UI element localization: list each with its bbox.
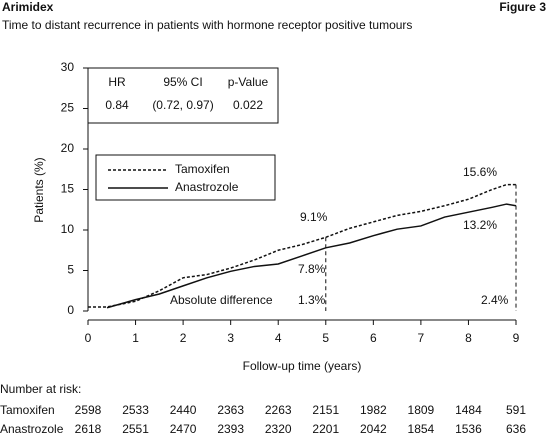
stats-header: p-Value	[228, 75, 269, 89]
y-tick-label: 25	[61, 101, 75, 115]
y-tick-label: 30	[61, 60, 75, 74]
x-tick-label: 1	[132, 331, 139, 345]
risk-value: 1809	[408, 403, 435, 417]
annotation: 2.4%	[481, 293, 509, 307]
risk-title: Number at risk:	[0, 382, 81, 396]
risk-value: 2393	[217, 422, 244, 436]
risk-value: 2363	[217, 403, 244, 417]
x-tick-label: 5	[322, 331, 329, 345]
annotation: Absolute difference	[170, 293, 273, 307]
annotation: 9.1%	[300, 210, 328, 224]
risk-value: 1982	[360, 403, 387, 417]
annotation: 13.2%	[463, 218, 497, 232]
risk-value: 2598	[75, 403, 102, 417]
risk-value: 2533	[122, 403, 149, 417]
y-tick-label: 0	[67, 303, 74, 317]
risk-value: 2201	[312, 422, 339, 436]
y-tick-label: 15	[61, 182, 75, 196]
risk-value: 636	[506, 422, 526, 436]
y-tick-label: 5	[67, 263, 74, 277]
stats-header: 95% CI	[163, 75, 202, 89]
risk-value: 2551	[122, 422, 149, 436]
risk-value: 2618	[75, 422, 102, 436]
risk-value: 2470	[170, 422, 197, 436]
annotation: 15.6%	[463, 165, 497, 179]
x-tick-label: 0	[85, 331, 92, 345]
stats-value: (0.72, 0.97)	[152, 98, 213, 112]
risk-value: 591	[506, 403, 526, 417]
x-tick-label: 7	[418, 331, 425, 345]
risk-value: 2263	[265, 403, 292, 417]
stats-value: 0.022	[233, 98, 263, 112]
header: Arimidex	[2, 0, 54, 14]
x-axis-label: Follow-up time (years)	[243, 359, 362, 373]
series-line	[88, 183, 516, 308]
x-tick-label: 3	[227, 331, 234, 345]
x-tick-label: 4	[275, 331, 282, 345]
annotation: 1.3%	[298, 293, 326, 307]
annotation: 7.8%	[298, 262, 326, 276]
x-tick-label: 6	[370, 331, 377, 345]
figure-label: Figure 3	[499, 0, 546, 14]
risk-row-name: Tamoxifen	[0, 403, 55, 417]
x-tick-label: 8	[465, 331, 472, 345]
y-tick-label: 10	[61, 222, 75, 236]
risk-value: 2320	[265, 422, 292, 436]
y-axis-label: Patients (%)	[32, 157, 46, 222]
risk-value: 1854	[408, 422, 435, 436]
stats-value: 0.84	[105, 98, 129, 112]
chart-title: Time to distant recurrence in patients w…	[2, 18, 412, 32]
x-tick-label: 2	[180, 331, 187, 345]
legend-label: Tamoxifen	[175, 162, 230, 176]
risk-value: 2042	[360, 422, 387, 436]
risk-value: 2440	[170, 403, 197, 417]
risk-value: 1536	[455, 422, 482, 436]
stats-header: HR	[108, 75, 126, 89]
risk-value: 2151	[312, 403, 339, 417]
legend-box	[95, 154, 276, 201]
risk-row-name: Anastrozole	[0, 422, 64, 436]
risk-value: 1484	[455, 403, 482, 417]
legend-label: Anastrozole	[175, 180, 239, 194]
x-tick-label: 9	[513, 331, 520, 345]
y-tick-label: 20	[61, 141, 75, 155]
